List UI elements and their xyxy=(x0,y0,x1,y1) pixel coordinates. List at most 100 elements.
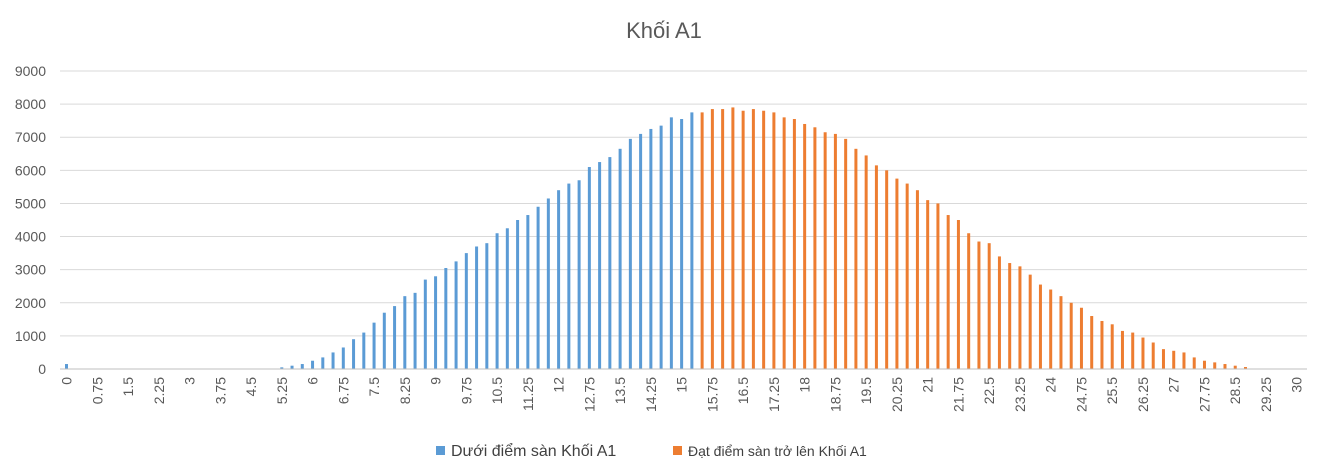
x-tick-label: 28.5 xyxy=(1227,377,1243,404)
chart-title: Khối A1 xyxy=(626,18,702,43)
bar-above-threshold xyxy=(1100,320,1104,369)
x-tick-label: 19.5 xyxy=(858,377,874,404)
x-tick-label: 11.25 xyxy=(520,377,536,411)
x-tick-label: 14.25 xyxy=(643,377,659,412)
y-tick-label: 2000 xyxy=(15,295,46,311)
bar-below-threshold xyxy=(393,306,397,369)
bar-below-threshold xyxy=(587,167,591,369)
bar-below-threshold xyxy=(526,215,530,369)
bar-below-threshold xyxy=(669,117,673,369)
x-tick-label: 13.5 xyxy=(612,377,628,404)
bar-above-threshold xyxy=(895,178,899,369)
bar-above-threshold xyxy=(997,256,1001,369)
x-tick-label: 9 xyxy=(428,377,444,385)
x-tick-label: 23.25 xyxy=(1012,377,1028,412)
x-axis-tick-labels: 0 0.75 1.5 2.25 3 3.75 4.5 5.25 6 6.75 7.5 8.25 9 9.7… xyxy=(59,377,1305,412)
x-tick-label: 27.75 xyxy=(1196,377,1212,412)
legend-swatch-below xyxy=(436,446,445,455)
bar-below-threshold xyxy=(403,296,407,369)
bar-above-threshold xyxy=(1059,296,1063,369)
y-tick-label: 7000 xyxy=(15,129,46,145)
bar-above-threshold xyxy=(864,155,868,369)
bar-above-threshold xyxy=(977,241,981,369)
x-tick-label: 1.5 xyxy=(120,377,136,397)
bar-above-threshold xyxy=(854,148,858,369)
x-tick-label: 22.5 xyxy=(981,377,997,404)
bar-below-threshold xyxy=(659,125,663,369)
gridlines xyxy=(60,70,1307,337)
bar-above-threshold xyxy=(926,200,930,369)
x-tick-label: 21.75 xyxy=(950,377,966,412)
bar-below-threshold xyxy=(505,228,509,369)
bar-above-threshold xyxy=(1233,365,1237,369)
bar-above-threshold xyxy=(1243,367,1247,369)
x-tick-label: 18.75 xyxy=(827,377,843,412)
bar-above-threshold xyxy=(803,123,807,369)
bar-below-threshold xyxy=(444,268,448,369)
bar-below-threshold xyxy=(567,183,571,369)
x-tick-label: 30 xyxy=(1289,377,1305,393)
y-tick-label: 8000 xyxy=(15,96,46,112)
bar-below-threshold xyxy=(454,261,458,369)
bar-below-threshold xyxy=(618,148,622,369)
bar-below-threshold xyxy=(475,246,479,369)
bar-below-threshold xyxy=(280,367,284,369)
bar-above-threshold xyxy=(1192,357,1196,369)
x-tick-label: 12.75 xyxy=(581,377,597,412)
bar-above-threshold xyxy=(1131,332,1135,369)
x-tick-label: 2.25 xyxy=(151,377,167,404)
x-tick-label: 3 xyxy=(182,377,198,385)
bar-above-threshold xyxy=(762,110,766,369)
bars xyxy=(65,107,1247,370)
bar-below-threshold xyxy=(362,332,366,369)
x-tick-label: 12 xyxy=(551,377,567,393)
bar-above-threshold xyxy=(782,117,786,369)
bar-below-threshold xyxy=(434,276,438,369)
bar-above-threshold xyxy=(741,110,745,369)
bar-below-threshold xyxy=(690,112,694,369)
x-tick-label: 26.25 xyxy=(1135,377,1151,412)
bar-above-threshold xyxy=(885,170,889,369)
bar-above-threshold xyxy=(967,233,971,369)
bar-below-threshold xyxy=(608,157,612,369)
bar-below-threshold xyxy=(598,162,602,369)
x-tick-label: 8.25 xyxy=(397,377,413,404)
x-tick-label: 6.75 xyxy=(335,377,351,404)
bar-below-threshold xyxy=(495,233,499,369)
bar-above-threshold xyxy=(1172,350,1176,369)
x-tick-label: 0 xyxy=(59,377,75,385)
bar-above-threshold xyxy=(710,109,714,370)
bar-above-threshold xyxy=(874,165,878,369)
x-tick-label: 29.25 xyxy=(1258,377,1274,412)
bar-below-threshold xyxy=(321,357,325,369)
bar-above-threshold xyxy=(721,109,725,370)
bar-below-threshold xyxy=(546,198,550,369)
x-tick-label: 24.75 xyxy=(1073,377,1089,412)
x-tick-label: 6 xyxy=(305,377,321,385)
x-tick-label: 0.75 xyxy=(89,377,105,404)
x-tick-label: 5.25 xyxy=(274,377,290,404)
legend-swatch-above xyxy=(673,446,682,455)
bar-above-threshold xyxy=(1049,289,1053,369)
bar-above-threshold xyxy=(905,183,909,369)
bar-below-threshold xyxy=(372,322,376,369)
bar-above-threshold xyxy=(1151,342,1155,369)
legend-label-above: Đạt điểm sàn trở lên Khối A1 xyxy=(688,443,867,459)
x-tick-label: 17.25 xyxy=(766,377,782,412)
bar-above-threshold xyxy=(1110,324,1114,369)
bar-above-threshold xyxy=(1038,284,1042,369)
bar-above-threshold xyxy=(1141,337,1145,369)
bar-above-threshold xyxy=(792,119,796,369)
bar-above-threshold xyxy=(1120,330,1124,369)
x-tick-label: 20.25 xyxy=(889,377,905,412)
x-tick-label: 15 xyxy=(674,377,690,393)
bar-below-threshold xyxy=(413,292,417,369)
legend: Dưới điểm sàn Khối A1 Đạt điểm sàn trở l… xyxy=(436,442,867,460)
bar-above-threshold xyxy=(844,138,848,369)
x-tick-label: 7.5 xyxy=(366,377,382,397)
bar-above-threshold xyxy=(731,107,735,369)
bar-above-threshold xyxy=(1090,316,1094,369)
bar-above-threshold xyxy=(1213,362,1217,369)
x-tick-label: 10.5 xyxy=(489,377,505,404)
